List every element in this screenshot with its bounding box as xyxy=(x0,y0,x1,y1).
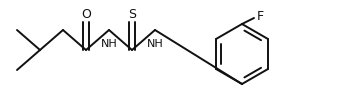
Text: S: S xyxy=(128,8,136,21)
Text: NH: NH xyxy=(101,39,117,49)
Text: O: O xyxy=(81,8,91,21)
Text: NH: NH xyxy=(147,39,163,49)
Text: F: F xyxy=(257,10,264,24)
